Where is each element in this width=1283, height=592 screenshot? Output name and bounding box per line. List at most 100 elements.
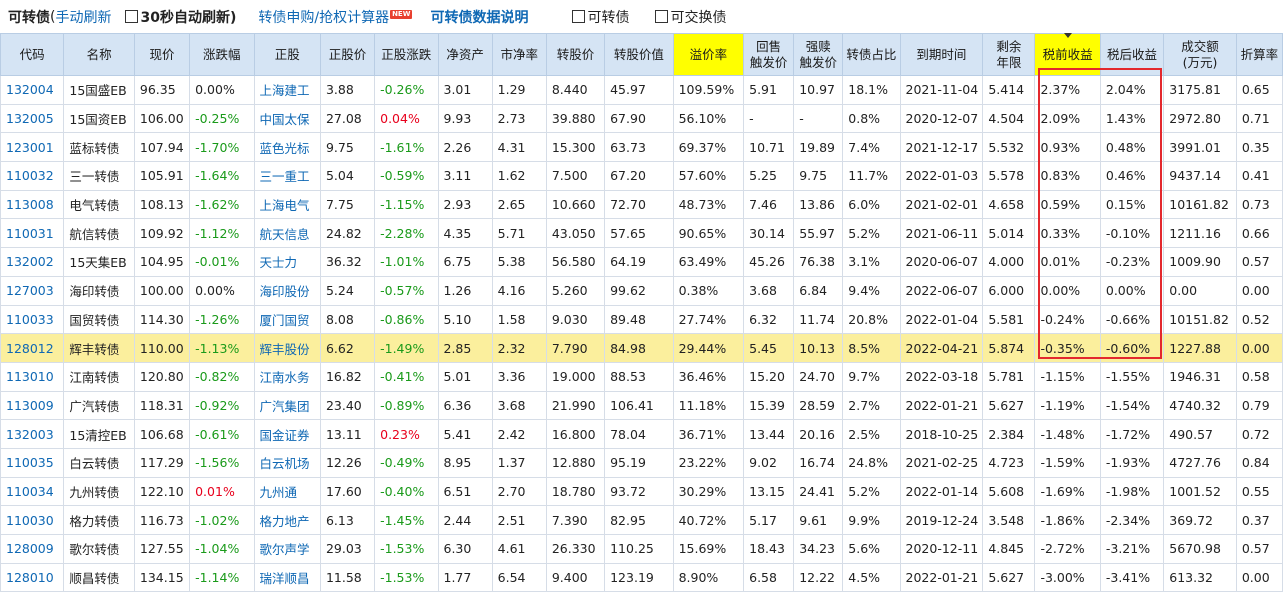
table-row[interactable]: 110030 格力转债 116.73 -1.02% 格力地产 6.13 -1.45% 2.44… bbox=[0, 505, 1283, 535]
table-cell: 6.62 bbox=[319, 333, 376, 363]
table-cell: 1001.52 bbox=[1163, 476, 1237, 507]
bond-code-link[interactable]: 110035 bbox=[0, 447, 65, 478]
table-cell: 5.04 bbox=[319, 161, 376, 191]
table-row[interactable]: 110032 三一转债 105.91 -1.64% 三一重工 5.04 -0.59% 3.11… bbox=[0, 161, 1283, 191]
table-row[interactable]: 113008 电气转债 108.13 -1.62% 上海电气 7.75 -1.15% 2.93… bbox=[0, 189, 1283, 220]
table-cell: 127.55 bbox=[133, 534, 191, 564]
bond-code-link[interactable]: 132003 bbox=[0, 419, 65, 449]
column-header[interactable]: 市净率 bbox=[491, 33, 547, 76]
stock-name-link[interactable]: 江南水务 bbox=[253, 361, 321, 392]
auto-refresh-checkbox[interactable]: 30秒自动刷新) bbox=[125, 7, 236, 27]
table-row[interactable]: 110034 九州转债 122.10 0.01% 九州通 17.60 -0.40% 6.51 2… bbox=[0, 476, 1283, 507]
bond-code-link[interactable]: 128009 bbox=[0, 534, 65, 564]
table-row[interactable]: 123001 蓝标转债 107.94 -1.70% 蓝色光标 9.75 -1.61% 2.26… bbox=[0, 132, 1283, 163]
stock-name-link[interactable]: 歌尔声学 bbox=[253, 534, 321, 564]
table-row[interactable]: 110031 航信转债 109.92 -1.12% 航天信息 24.82 -2.28% 4.3… bbox=[0, 218, 1283, 249]
column-header[interactable]: 溢价率 bbox=[672, 33, 745, 76]
stock-name-link[interactable]: 蓝色光标 bbox=[253, 132, 321, 163]
stock-name-link[interactable]: 格力地产 bbox=[253, 505, 321, 535]
table-cell: 105.91 bbox=[133, 161, 191, 191]
table-row[interactable]: 113010 江南转债 120.80 -0.82% 江南水务 16.82 -0.41% 5.0… bbox=[0, 361, 1283, 392]
stock-name-link[interactable]: 瑞洋顺昌 bbox=[253, 562, 321, 592]
bond-code-link[interactable]: 110033 bbox=[0, 304, 65, 335]
change-cell: -1.64% bbox=[189, 161, 255, 191]
table-cell: 9.93 bbox=[437, 103, 493, 134]
stock-name-link[interactable]: 白云机场 bbox=[253, 447, 321, 478]
stock-name-link[interactable]: 海印股份 bbox=[253, 275, 321, 306]
stock-name-link[interactable]: 九州通 bbox=[253, 476, 321, 507]
column-header[interactable]: 净资产 bbox=[437, 33, 493, 76]
column-header[interactable]: 到期时间 bbox=[899, 33, 984, 76]
column-header[interactable]: 涨跌幅 bbox=[189, 33, 255, 76]
bond-code-link[interactable]: 132004 bbox=[0, 75, 65, 105]
bond-code-link[interactable]: 132002 bbox=[0, 247, 65, 277]
table-cell: 15天集EB bbox=[63, 247, 135, 277]
bond-code-link[interactable]: 123001 bbox=[0, 132, 65, 163]
column-header[interactable]: 转债占比 bbox=[842, 33, 901, 76]
table-cell: 0.00 bbox=[1163, 275, 1237, 306]
column-header[interactable]: 现价 bbox=[133, 33, 191, 76]
stock-name-link[interactable]: 上海建工 bbox=[253, 75, 321, 105]
table-cell: 108.13 bbox=[133, 189, 191, 220]
table-row[interactable]: 110033 国贸转债 114.30 -1.26% 厦门国贸 8.08 -0.86% 5.10… bbox=[0, 304, 1283, 335]
column-header[interactable]: 转股价 bbox=[545, 33, 606, 76]
table-cell: 24.41 bbox=[793, 476, 844, 507]
convertible-checkbox[interactable]: 可转债 bbox=[572, 7, 629, 27]
table-row[interactable]: 127003 海印转债 100.00 0.00% 海印股份 5.24 -0.57% 1.26 4… bbox=[0, 275, 1283, 306]
calculator-link[interactable]: 转债申购/抢权计算器 NEW bbox=[258, 7, 413, 27]
column-header[interactable]: 回售 触发价 bbox=[743, 33, 795, 76]
table-cell: 2020-12-11 bbox=[899, 534, 984, 564]
bond-code-link[interactable]: 110030 bbox=[0, 505, 65, 535]
table-row[interactable]: 132004 15国盛EB 96.35 0.00% 上海建工 3.88 -0.26% 3.01… bbox=[0, 75, 1283, 105]
bond-code-link[interactable]: 110034 bbox=[0, 476, 65, 507]
table-row[interactable]: 128010 顺昌转债 134.15 -1.14% 瑞洋顺昌 11.58 -1.53% 1.7… bbox=[0, 562, 1283, 592]
bond-code-link[interactable]: 113010 bbox=[0, 361, 65, 392]
stock-name-link[interactable]: 厦门国贸 bbox=[253, 304, 321, 335]
table-cell: 7.390 bbox=[545, 505, 606, 535]
table-row[interactable]: 132003 15清控EB 106.68 -0.61% 国金证券 13.11 0.23% 5.… bbox=[0, 419, 1283, 449]
bond-code-link[interactable]: 128010 bbox=[0, 562, 65, 592]
bond-code-link[interactable]: 113008 bbox=[0, 189, 65, 220]
stock-name-link[interactable]: 辉丰股份 bbox=[253, 333, 321, 363]
table-row[interactable]: 128012 辉丰转债 110.00 -1.13% 辉丰股份 6.62 -1.49% 2.85… bbox=[0, 333, 1283, 363]
column-header[interactable]: 折算率 bbox=[1235, 33, 1283, 76]
table-row[interactable]: 113009 广汽转债 118.31 -0.92% 广汽集团 23.40 -0.89% 6.3… bbox=[0, 390, 1283, 421]
table-row[interactable]: 110035 白云转债 117.29 -1.56% 白云机场 12.26 -0.49% 8.9… bbox=[0, 447, 1283, 478]
table-row[interactable]: 132002 15天集EB 104.95 -0.01% 天士力 36.32 -1.01% 6.… bbox=[0, 247, 1283, 277]
table-cell: 0.00 bbox=[1235, 562, 1283, 592]
bond-code-link[interactable]: 132005 bbox=[0, 103, 65, 134]
stock-name-link[interactable]: 上海电气 bbox=[253, 189, 321, 220]
stock-name-link[interactable]: 航天信息 bbox=[253, 218, 321, 249]
manual-refresh-link[interactable]: 手动刷新 bbox=[55, 9, 112, 26]
table-cell: 5.2% bbox=[842, 476, 901, 507]
stock-name-link[interactable]: 国金证券 bbox=[253, 419, 321, 449]
column-header[interactable]: 正股 bbox=[253, 33, 321, 76]
table-row[interactable]: 128009 歌尔转债 127.55 -1.04% 歌尔声学 29.03 -1.53% 6.3… bbox=[0, 534, 1283, 564]
bond-code-link[interactable]: 127003 bbox=[0, 275, 65, 306]
exchangeable-checkbox[interactable]: 可交换债 bbox=[655, 7, 726, 27]
table-cell: 2022-01-21 bbox=[899, 390, 984, 421]
column-header[interactable]: 强赎 触发价 bbox=[793, 33, 844, 76]
column-header[interactable]: 税前收益 bbox=[1034, 33, 1101, 76]
column-header[interactable]: 剩余 年限 bbox=[982, 33, 1036, 76]
data-description-link[interactable]: 可转债数据说明 bbox=[430, 9, 529, 26]
table-cell: 7.4% bbox=[842, 132, 901, 163]
column-header[interactable]: 税后收益 bbox=[1099, 33, 1165, 76]
column-header[interactable]: 名称 bbox=[63, 33, 135, 76]
table-cell: 歌尔转债 bbox=[63, 534, 135, 564]
column-header[interactable]: 成交额 (万元) bbox=[1163, 33, 1237, 76]
bond-code-link[interactable]: 113009 bbox=[0, 390, 65, 421]
column-header[interactable]: 代码 bbox=[0, 33, 65, 76]
stock-name-link[interactable]: 三一重工 bbox=[253, 161, 321, 191]
bond-code-link[interactable]: 110031 bbox=[0, 218, 65, 249]
table-row[interactable]: 132005 15国资EB 106.00 -0.25% 中国太保 27.08 0.04% 9.… bbox=[0, 103, 1283, 134]
column-header[interactable]: 转股价值 bbox=[604, 33, 674, 76]
bond-code-link[interactable]: 128012 bbox=[0, 333, 65, 363]
column-header[interactable]: 正股涨跌 bbox=[374, 33, 439, 76]
stock-name-link[interactable]: 天士力 bbox=[253, 247, 321, 277]
column-header[interactable]: 正股价 bbox=[319, 33, 376, 76]
bond-code-link[interactable]: 110032 bbox=[0, 161, 65, 191]
stock-name-link[interactable]: 广汽集团 bbox=[253, 390, 321, 421]
stock-name-link[interactable]: 中国太保 bbox=[253, 103, 321, 134]
table-cell: 15.69% bbox=[672, 534, 745, 564]
